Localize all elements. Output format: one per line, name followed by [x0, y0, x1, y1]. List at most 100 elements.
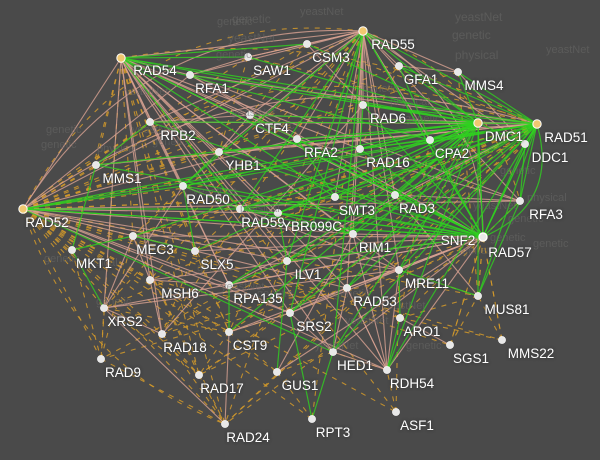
graph-edge: [95, 164, 484, 238]
graph-edge: [296, 30, 364, 140]
graph-edge: [149, 121, 230, 286]
graph-node[interactable]: [146, 118, 154, 126]
graph-node[interactable]: [395, 266, 403, 274]
graph-edge: [71, 235, 134, 251]
graph-node[interactable]: [97, 355, 105, 363]
graph-node[interactable]: [395, 62, 403, 70]
graph-edge: [398, 269, 479, 297]
graph-node[interactable]: [426, 136, 434, 144]
graph-edge: [218, 123, 538, 153]
graph-edge: [194, 196, 336, 252]
graph-node[interactable]: [383, 366, 391, 374]
graph-node[interactable]: [308, 415, 316, 423]
graph-node[interactable]: [331, 193, 339, 201]
graph-node[interactable]: [215, 148, 223, 156]
graph-edge: [22, 208, 334, 353]
graph-edge: [477, 123, 538, 297]
graph-node[interactable]: [293, 135, 301, 143]
graph-edge: [22, 30, 364, 210]
graph-edge: [22, 208, 200, 376]
graph-edge: [100, 358, 226, 425]
graph-edge: [286, 122, 479, 262]
graph-node[interactable]: [358, 26, 368, 36]
graph-node[interactable]: [195, 371, 203, 379]
graph-node[interactable]: [179, 182, 187, 190]
graph-node[interactable]: [454, 68, 462, 76]
graph-edge: [399, 317, 503, 341]
graph-edge: [224, 331, 230, 425]
graph-node[interactable]: [391, 191, 399, 199]
graph-edge: [296, 122, 479, 140]
graph-edge: [277, 212, 484, 238]
graph-node[interactable]: [92, 161, 100, 169]
graph-node[interactable]: [186, 71, 194, 79]
graph-node[interactable]: [303, 40, 311, 48]
graph-node[interactable]: [68, 246, 76, 254]
graph-node[interactable]: [146, 276, 154, 284]
graph-edge: [394, 194, 484, 238]
graph-edge: [249, 114, 479, 124]
graph-node[interactable]: [286, 309, 294, 317]
graph-edge: [398, 123, 538, 271]
graph-node[interactable]: [329, 348, 337, 356]
graph-edge: [359, 122, 479, 150]
graph-edge: [120, 57, 354, 235]
graph-edge: [332, 287, 348, 353]
graph-edge: [386, 317, 401, 371]
graph-node[interactable]: [191, 247, 199, 255]
graph-node[interactable]: [396, 314, 404, 322]
graph-node[interactable]: [225, 281, 233, 289]
graph-edge: [286, 123, 538, 262]
graph-node[interactable]: [474, 292, 482, 300]
graph-edge: [182, 185, 241, 210]
graph-edge: [149, 279, 163, 335]
graph-node[interactable]: [244, 53, 252, 61]
graph-node[interactable]: [158, 330, 166, 338]
graph-edge: [161, 333, 200, 376]
graph-edge: [103, 307, 226, 425]
graph-node[interactable]: [129, 232, 137, 240]
graph-edge: [22, 208, 313, 420]
graph-edge: [22, 208, 484, 299]
graph-edge: [22, 65, 400, 210]
graph-edge: [296, 123, 538, 140]
graph-node[interactable]: [446, 341, 454, 349]
graph-edge: [149, 114, 251, 123]
graph-node[interactable]: [359, 101, 367, 109]
graph-node[interactable]: [116, 53, 126, 63]
graph-edge: [182, 185, 196, 252]
graph-node[interactable]: [274, 209, 282, 217]
graph-edge: [120, 57, 151, 281]
graph-edge: [477, 295, 503, 341]
graph-edge: [95, 121, 151, 166]
graph-edge: [189, 74, 521, 202]
graph-node[interactable]: [343, 284, 351, 292]
graph-node[interactable]: [221, 420, 229, 428]
graph-node[interactable]: [516, 197, 524, 205]
graph-node[interactable]: [246, 111, 254, 119]
graph-node[interactable]: [236, 205, 244, 213]
graph-edge: [352, 122, 479, 235]
graph-node[interactable]: [273, 368, 281, 376]
graph-node[interactable]: [473, 118, 483, 128]
graph-node[interactable]: [283, 257, 291, 265]
graph-node[interactable]: [392, 408, 400, 416]
graph-node[interactable]: [18, 204, 28, 214]
graph-node[interactable]: [498, 336, 506, 344]
graph-node[interactable]: [356, 145, 364, 153]
graph-edge: [120, 48, 538, 125]
graph-edge: [103, 307, 200, 376]
graph-edge: [120, 56, 249, 59]
graph-edge: [239, 196, 336, 210]
graph-edge: [239, 208, 354, 235]
graph-edge: [182, 185, 484, 238]
graph-node[interactable]: [100, 304, 108, 312]
graph-node[interactable]: [532, 119, 542, 129]
graph-edge: [228, 260, 288, 286]
graph-edge: [103, 307, 163, 335]
graph-node[interactable]: [521, 140, 529, 148]
graph-node[interactable]: [225, 328, 233, 336]
graph-node[interactable]: [479, 233, 487, 241]
graph-node[interactable]: [349, 230, 357, 238]
